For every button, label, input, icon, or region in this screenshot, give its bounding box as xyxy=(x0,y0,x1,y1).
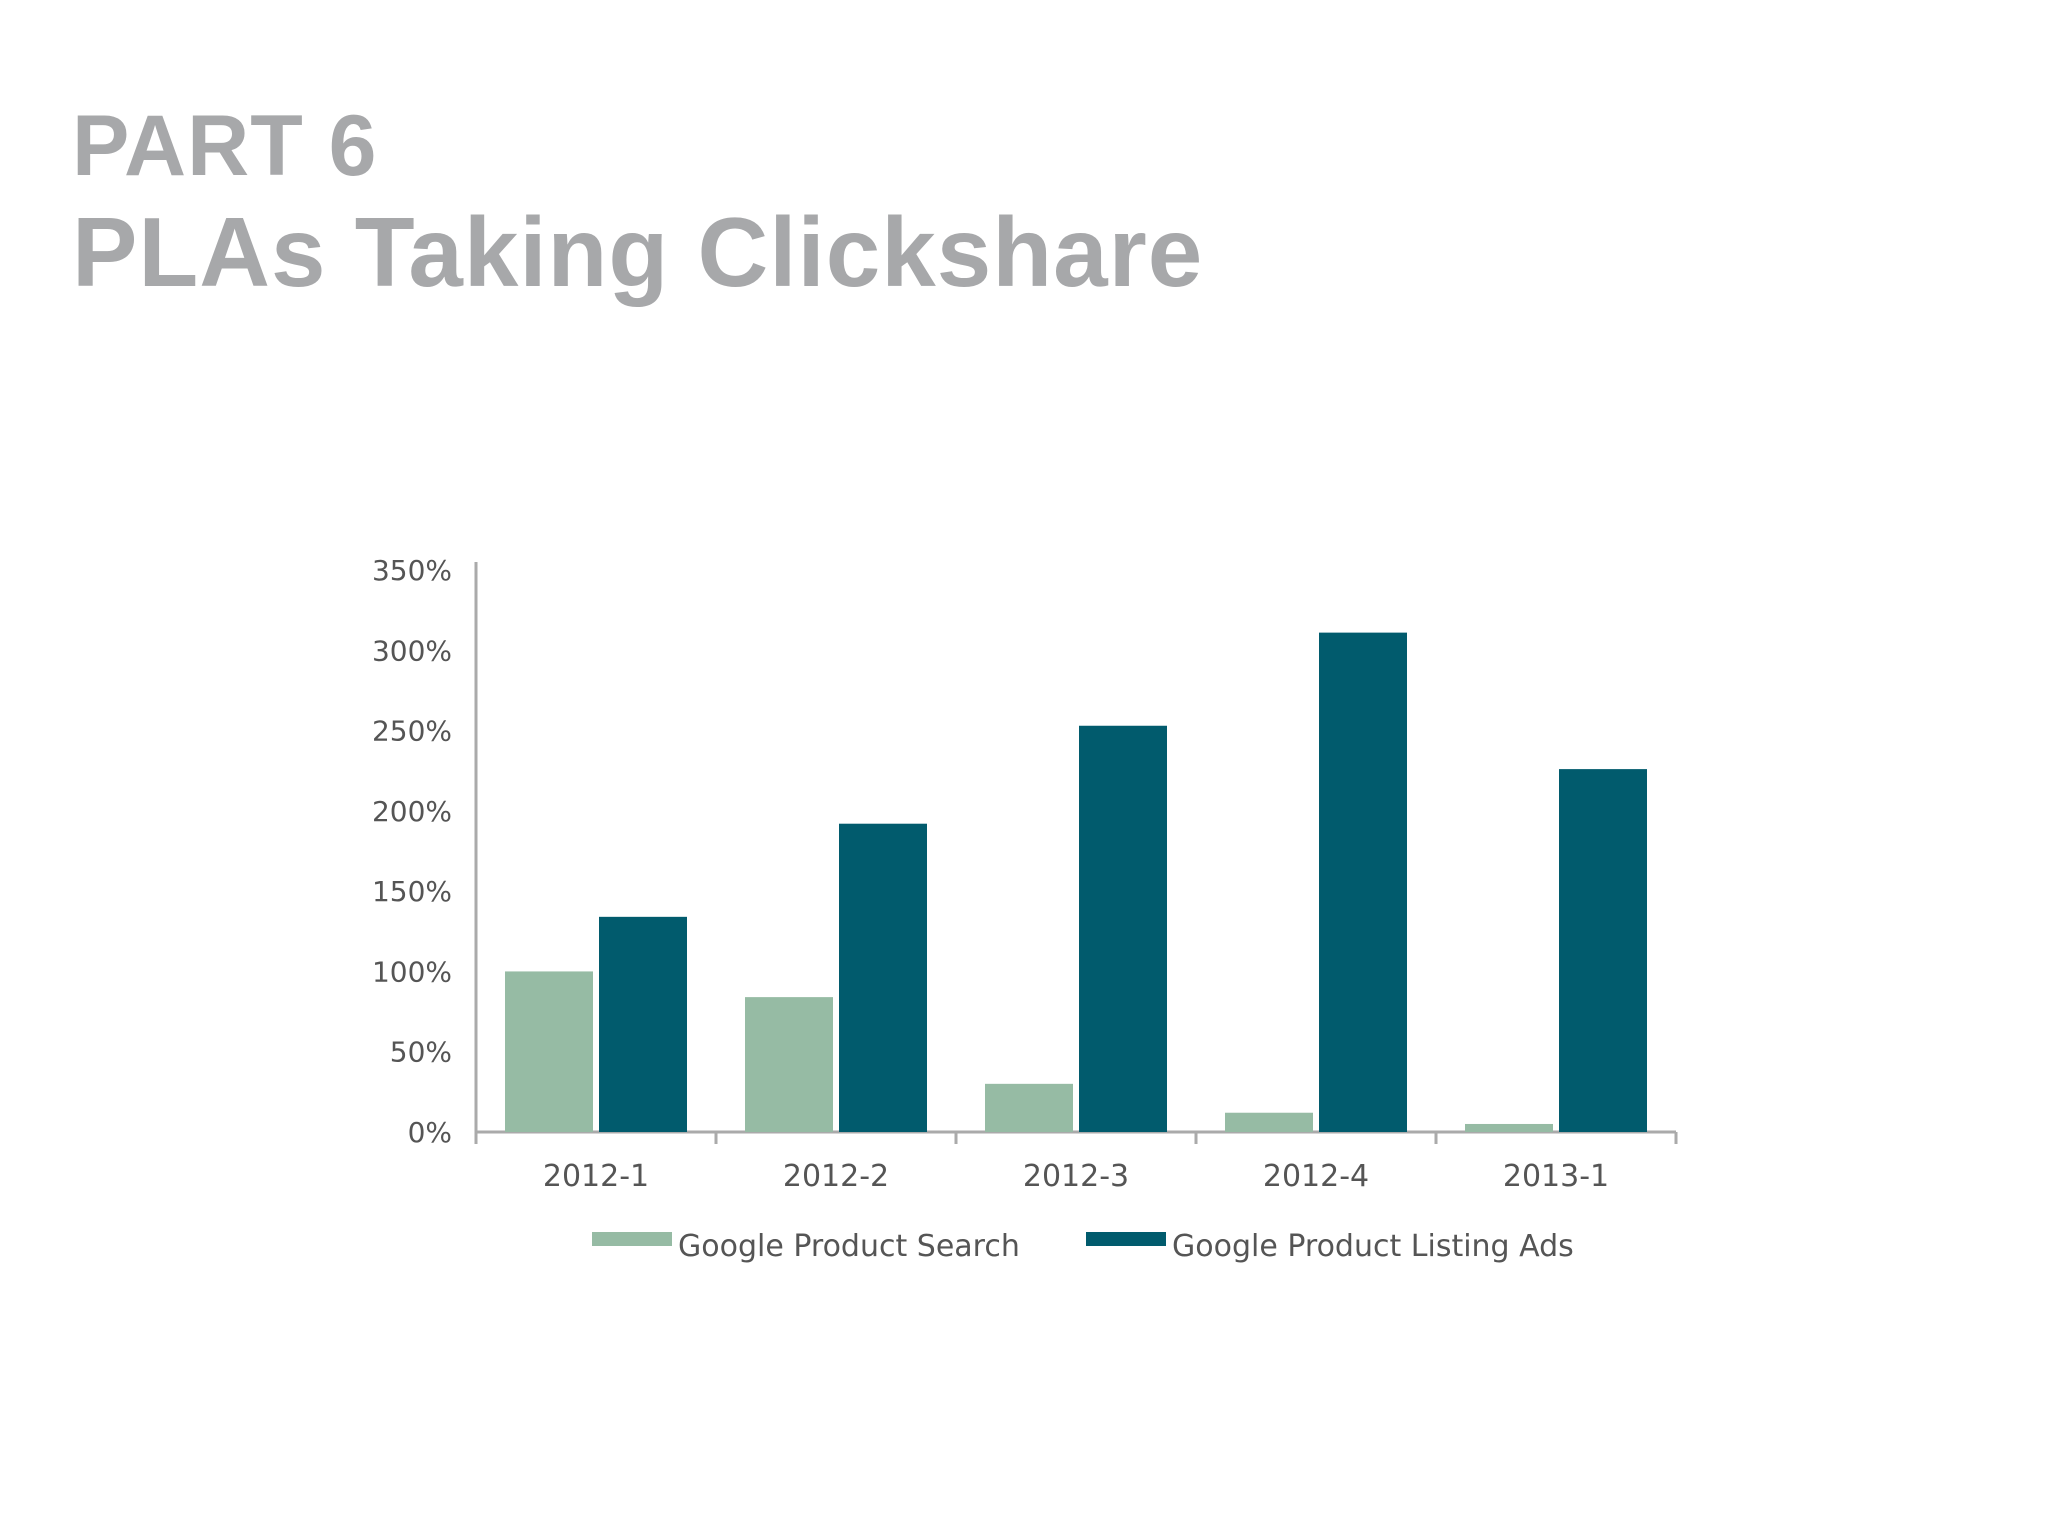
legend-label-search: Google Product Search xyxy=(678,1229,1020,1264)
bars xyxy=(505,632,1647,1132)
part-label: PART 6 xyxy=(72,98,378,194)
y-tick-label: 150% xyxy=(372,875,452,908)
x-tick-label: 2013-1 xyxy=(1503,1159,1609,1194)
bar-google-product-listing-ads xyxy=(1559,769,1647,1132)
bar-google-product-search xyxy=(745,997,833,1132)
bar-google-product-search xyxy=(505,971,593,1132)
x-tick-label: 2012-4 xyxy=(1263,1159,1369,1194)
y-tick-label: 350% xyxy=(372,554,452,587)
y-tick-label: 50% xyxy=(390,1036,452,1069)
y-tick-label: 100% xyxy=(372,955,452,988)
slide-header: PART 6 PLAs Taking Clickshare xyxy=(72,98,1203,310)
bar-google-product-search xyxy=(1465,1123,1553,1132)
x-tick-label: 2012-3 xyxy=(1023,1159,1129,1194)
x-tick-label: 2012-2 xyxy=(783,1159,889,1194)
bar-google-product-listing-ads xyxy=(599,916,687,1132)
x-axis: 2012-1 2012-2 2012-3 2012-4 2013-1 xyxy=(474,1130,1678,1194)
legend-label-listing: Google Product Listing Ads xyxy=(1172,1229,1574,1264)
y-tick-label: 0% xyxy=(408,1116,452,1149)
bar-google-product-listing-ads xyxy=(1079,725,1167,1132)
legend: Google Product Search Google Product List… xyxy=(592,1229,1574,1264)
legend-swatch-search xyxy=(592,1232,672,1246)
bar-google-product-listing-ads xyxy=(839,823,927,1132)
y-tick-label: 200% xyxy=(372,795,452,828)
y-tick-label: 250% xyxy=(372,715,452,748)
bar-google-product-search xyxy=(985,1083,1073,1132)
legend-swatch-listing xyxy=(1086,1232,1166,1246)
y-tick-label: 300% xyxy=(372,634,452,667)
bar-google-product-search xyxy=(1225,1112,1313,1132)
x-tick-label: 2012-1 xyxy=(543,1159,649,1194)
y-axis: 0% 50% 100% 150% 200% 250% 300% 350% xyxy=(372,554,478,1149)
slide-title: PLAs Taking Clickshare xyxy=(72,197,1204,307)
bar-google-product-listing-ads xyxy=(1319,632,1407,1132)
